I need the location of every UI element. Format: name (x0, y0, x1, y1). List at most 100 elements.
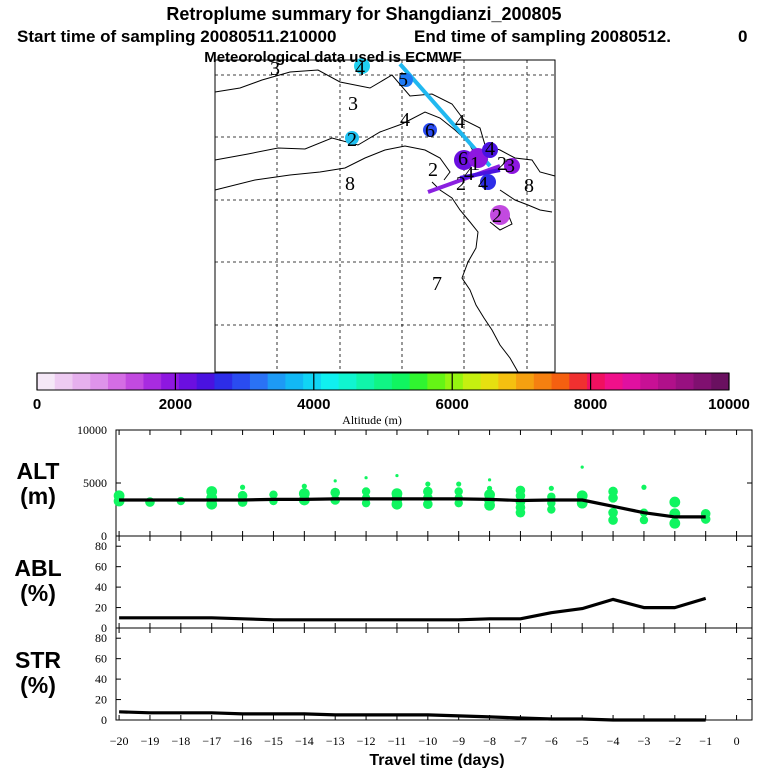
colorbar-tick-label: 8000 (574, 396, 607, 413)
alt-scatter-point (486, 485, 493, 491)
series-line-abl (119, 596, 707, 622)
colorbar-swatch (37, 373, 56, 390)
alt-scatter-point (298, 488, 310, 499)
x-tick-label: −5 (576, 734, 589, 748)
alt-scatter-point (515, 507, 526, 518)
alt-scatter-point (423, 486, 433, 497)
colorbar-swatch (516, 373, 535, 390)
alt-scatter-point (456, 481, 462, 487)
colorbar-swatch (391, 373, 411, 390)
x-tick-label: −11 (388, 734, 406, 748)
map-region-label: 1 (470, 153, 480, 175)
colorbar-swatch (427, 373, 446, 390)
colorbar-swatch (587, 373, 606, 390)
y-tick-label: 80 (95, 631, 107, 645)
altitude-colorbar: 0 2000 4000 6000 8000 10000 Altitude (m) (33, 372, 750, 427)
map-dot (423, 123, 437, 137)
x-tick-label: −2 (668, 734, 681, 748)
panel-label-name: ALT (16, 458, 59, 484)
colorbar-swatch (658, 373, 677, 390)
x-tick-label: −20 (110, 734, 129, 748)
map-region-label: 6 (458, 148, 468, 170)
alt-scatter-point (487, 478, 492, 482)
title-meteo-data: Meteorological data used is ECMWF (204, 49, 462, 66)
x-axis-label: Travel time (days) (369, 752, 504, 768)
map-borders (214, 69, 556, 373)
panel-abl: 0 20 40 60 80 ABL(%) (14, 535, 753, 635)
time-series-panels: 0500010000ALT(m)020406080ABL(%)020406080… (14, 423, 753, 748)
colorbar-swatch (675, 373, 695, 390)
colorbar-tick-label: 2000 (159, 396, 192, 413)
y-tick-label: 10000 (77, 423, 107, 437)
colorbar-swatch (196, 373, 215, 390)
panel-str: 0 20 40 60 80 STR(%) (15, 627, 753, 727)
colorbar-tick-label: 10000 (708, 396, 750, 413)
map-region-label: 4 (455, 111, 465, 133)
colorbar-swatches (37, 373, 730, 390)
panel-label-unit: (m) (20, 483, 56, 509)
colorbar-swatch (214, 373, 233, 390)
panel-label-name: STR (15, 647, 61, 673)
colorbar-swatch (54, 373, 73, 390)
map-dot (345, 131, 359, 145)
alt-scatter-point (608, 515, 618, 525)
alt-scatter-point (301, 483, 307, 489)
x-tick-label: −10 (418, 734, 437, 748)
alt-scatter-point (239, 484, 246, 490)
x-tick-labels: −20 −19 −18 −17 −16 −15 −14 −13 −12 −11 −10 −9 −8 −7−… (110, 734, 740, 748)
alt-scatter-point (608, 507, 618, 518)
colorbar-ticks: 0 2000 4000 6000 8000 10000 (33, 373, 750, 413)
map-region-label: 2 (492, 205, 502, 227)
map-region-label: 2 (347, 129, 357, 151)
alt-scatter-point (548, 485, 554, 491)
x-tick-label: −9 (452, 734, 465, 748)
colorbar-tick-label: 4000 (297, 396, 330, 413)
trajectory-line-east (459, 168, 501, 180)
alt-scatter-point (269, 490, 278, 499)
trajectory-map: 3 4 3 2 8 4 4 6 1 4 2 2 3 8 2 7 5 6 4 4 … (214, 58, 556, 373)
colorbar-swatch (285, 373, 304, 390)
title-end-time: End time of sampling 20080512. (414, 27, 671, 46)
colorbar-swatch (320, 373, 340, 390)
colorbar-swatch (374, 373, 393, 390)
map-region-labels: 3 4 3 2 8 4 4 6 1 4 2 2 3 8 2 7 5 6 4 4 … (270, 58, 534, 295)
x-tick-label: −17 (202, 734, 221, 748)
alt-scatter-point (669, 517, 681, 529)
map-dot (504, 158, 520, 174)
y-tick-label: 5000 (83, 476, 107, 490)
colorbar-swatch (480, 373, 499, 390)
colorbar-swatch (498, 373, 517, 390)
alt-scatter-point (669, 496, 681, 508)
colorbar-swatch (267, 373, 286, 390)
x-tick-label: −12 (357, 734, 376, 748)
colorbar-swatch (178, 373, 198, 390)
colorbar-swatch (249, 373, 269, 390)
alt-scatter-point (364, 476, 368, 480)
x-tick-label: −15 (264, 734, 283, 748)
map-region-label: 3 (505, 155, 515, 177)
colorbar-title: Altitude (m) (342, 413, 402, 427)
x-tick-label: 0 (734, 734, 740, 748)
colorbar-swatch (551, 373, 570, 390)
panel-label-name: ABL (14, 555, 61, 581)
alt-scatter-point (330, 487, 341, 498)
map-region-label: 8 (524, 175, 534, 197)
y-tick-label: 0 (101, 529, 107, 543)
x-tick-label: −8 (483, 734, 496, 748)
colorbar-swatch (232, 373, 251, 390)
x-tick-label: −19 (141, 734, 160, 748)
map-dot (482, 142, 498, 158)
map-region-label: 2 (428, 159, 438, 181)
colorbar-swatch (693, 373, 712, 390)
x-tick-label: −16 (233, 734, 252, 748)
panel-label-unit: (%) (20, 672, 56, 698)
map-region-label: 3 (348, 93, 358, 115)
colorbar-tick-label: 0 (33, 396, 41, 413)
y-tick-label: 0 (101, 621, 107, 635)
map-region-label: 4 (485, 138, 495, 160)
map-region-label: 4 (464, 163, 474, 185)
alt-scatter-point (333, 479, 337, 483)
map-region-label: 6 (425, 120, 435, 142)
trajectory-dots (345, 58, 520, 225)
map-region-label: 2 (456, 173, 466, 195)
